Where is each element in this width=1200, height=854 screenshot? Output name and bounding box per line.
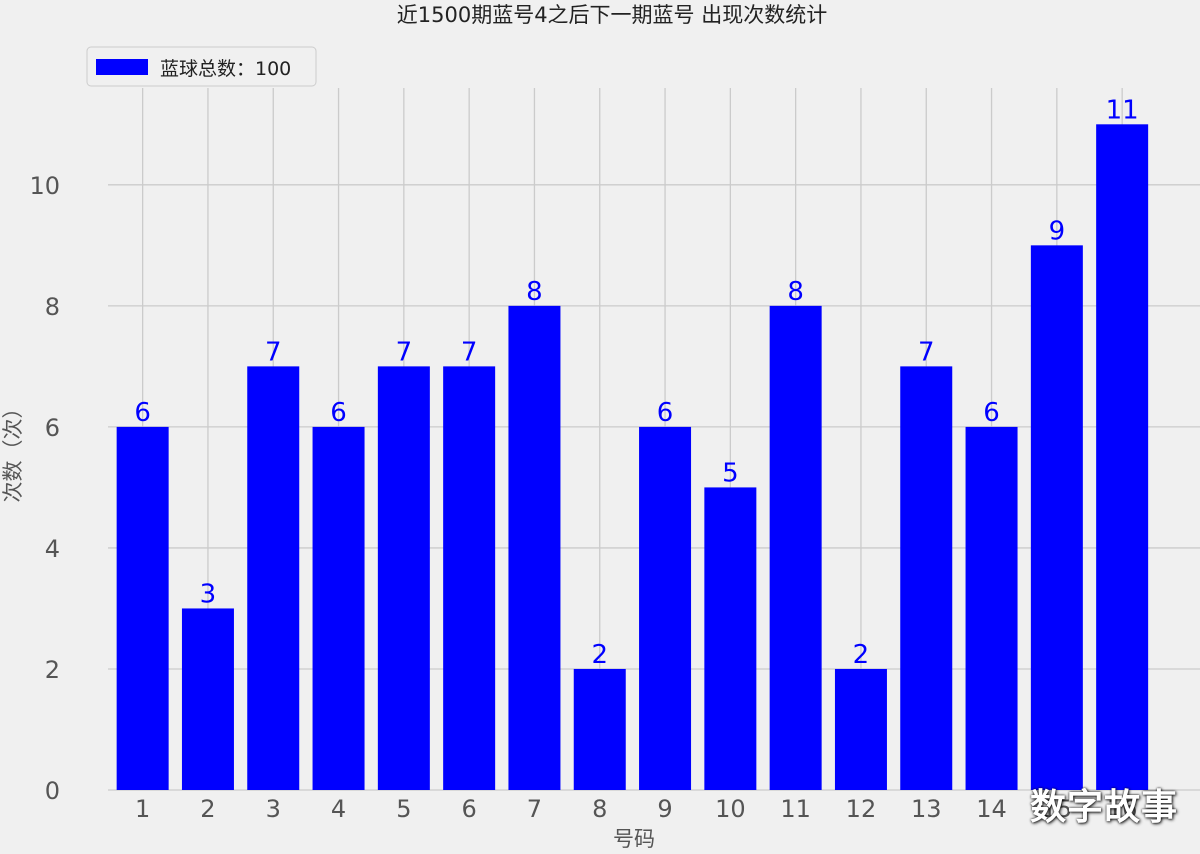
bar-value-label: 6 [134,398,151,428]
bar [508,305,561,790]
bar-value-label: 2 [853,640,870,670]
x-tick-label: 16 [1107,795,1138,823]
bar-value-label: 8 [526,277,543,307]
bar [834,668,887,790]
bar-value-label: 3 [200,579,217,609]
x-tick-label: 4 [331,795,346,823]
bar [704,487,757,790]
bar [900,366,953,790]
bar [965,426,1018,790]
x-tick-label: 14 [976,795,1007,823]
bar-value-label: 9 [1049,216,1066,246]
bar-value-label: 7 [396,337,413,367]
legend-swatch [96,59,148,75]
bar [573,668,626,790]
x-tick-label: 12 [846,795,877,823]
x-tick-label: 5 [396,795,411,823]
x-tick-label: 13 [911,795,942,823]
y-tick-label: 6 [45,414,60,442]
bar [1030,245,1083,790]
bar [312,426,365,790]
chart-title: 近1500期蓝号4之后下一期蓝号 出现次数统计 [397,3,827,27]
bar-value-label: 7 [265,337,282,367]
x-tick-label: 6 [462,795,477,823]
bar [1096,124,1149,790]
bar [639,426,692,790]
bar-value-label: 7 [461,337,478,367]
x-tick-label: 15 [1042,795,1073,823]
bar [769,305,822,790]
bar-value-label: 7 [918,337,935,367]
y-axis-label: 次数（次） [1,398,25,503]
y-tick-label: 4 [45,535,60,563]
y-tick-label: 0 [45,777,60,805]
x-tick-label: 7 [527,795,542,823]
y-tick-label: 2 [45,656,60,684]
bar-value-label: 11 [1106,95,1139,125]
x-tick-label: 8 [592,795,607,823]
bar [116,426,169,790]
bar-value-label: 6 [983,398,1000,428]
x-tick-label: 11 [780,795,811,823]
x-tick-label: 9 [657,795,672,823]
bar [247,366,300,790]
y-tick-label: 10 [29,172,60,200]
bar-value-label: 8 [787,277,804,307]
x-tick-label: 3 [266,795,281,823]
bar [181,608,234,790]
bar-value-label: 6 [657,398,674,428]
bar-value-label: 2 [591,640,608,670]
y-tick-label: 8 [45,293,60,321]
bar-value-label: 6 [330,398,347,428]
bar [443,366,496,790]
x-axis-label: 号码 [613,827,655,850]
legend-box [86,46,317,87]
watermark-text: 数字故事 [1029,787,1178,828]
x-tick-label: 1 [135,795,150,823]
bar-value-label: 5 [722,458,739,488]
x-tick-label: 2 [200,795,215,823]
x-tick-label: 10 [715,795,746,823]
legend-label: 蓝球总数：100 [160,58,291,80]
bar [377,366,430,790]
